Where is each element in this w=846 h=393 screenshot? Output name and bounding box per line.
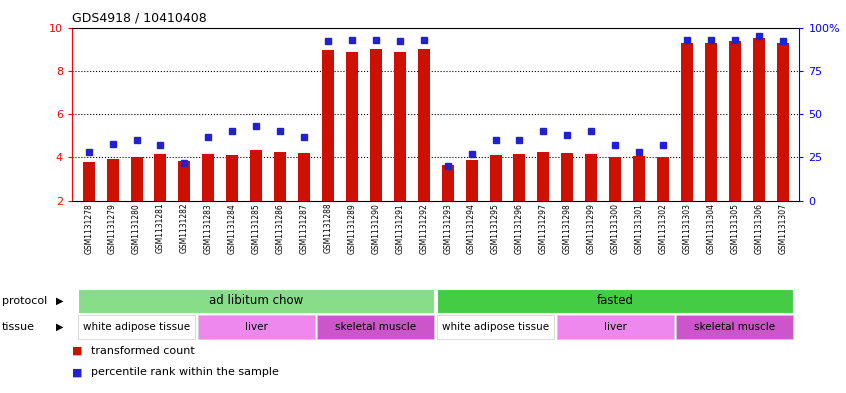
Bar [107, 159, 118, 201]
Text: ▶: ▶ [56, 296, 63, 306]
Text: skeletal muscle: skeletal muscle [335, 322, 416, 332]
Text: GSM1131302: GSM1131302 [658, 203, 667, 253]
Bar [202, 154, 214, 201]
Text: GSM1131290: GSM1131290 [371, 203, 381, 253]
Text: GSM1131293: GSM1131293 [443, 203, 452, 253]
Text: GSM1131307: GSM1131307 [778, 203, 788, 254]
Bar [437, 289, 794, 313]
Text: GSM1131283: GSM1131283 [204, 203, 213, 253]
Text: liver: liver [604, 322, 627, 332]
Text: GSM1131281: GSM1131281 [156, 203, 165, 253]
Bar [317, 315, 435, 339]
Text: skeletal muscle: skeletal muscle [695, 322, 776, 332]
Text: GSM1131297: GSM1131297 [539, 203, 548, 253]
Text: transformed count: transformed count [91, 346, 195, 356]
Text: GSM1131280: GSM1131280 [132, 203, 141, 253]
Text: tissue: tissue [2, 322, 35, 332]
Text: GSM1131287: GSM1131287 [299, 203, 309, 253]
Bar [490, 155, 502, 201]
Text: percentile rank within the sample: percentile rank within the sample [91, 367, 278, 377]
Text: GSM1131296: GSM1131296 [515, 203, 524, 253]
Bar [370, 49, 382, 201]
Bar [198, 315, 315, 339]
Text: GSM1131278: GSM1131278 [84, 203, 93, 253]
Text: GSM1131295: GSM1131295 [491, 203, 500, 253]
Text: fasted: fasted [596, 294, 634, 307]
Bar [537, 152, 549, 201]
Text: GSM1131299: GSM1131299 [587, 203, 596, 253]
Bar [753, 39, 765, 201]
Text: GSM1131300: GSM1131300 [611, 203, 619, 254]
Text: GSM1131286: GSM1131286 [276, 203, 284, 253]
Text: GSM1131294: GSM1131294 [467, 203, 476, 253]
Bar [562, 153, 574, 201]
Text: GSM1131306: GSM1131306 [755, 203, 763, 254]
Bar [418, 49, 430, 201]
Text: GSM1131304: GSM1131304 [706, 203, 716, 254]
Bar [393, 52, 406, 201]
Bar [585, 154, 597, 201]
Bar [609, 158, 621, 201]
Bar [78, 289, 435, 313]
Bar [437, 315, 554, 339]
Text: GSM1131303: GSM1131303 [683, 203, 691, 254]
Bar [729, 40, 741, 201]
Text: white adipose tissue: white adipose tissue [83, 322, 190, 332]
Bar [465, 160, 478, 201]
Bar [514, 154, 525, 201]
Text: GDS4918 / 10410408: GDS4918 / 10410408 [72, 12, 206, 25]
Bar [274, 152, 286, 201]
Bar [346, 52, 358, 201]
Bar [155, 154, 167, 201]
Text: GSM1131298: GSM1131298 [563, 203, 572, 253]
Text: ad libitum chow: ad libitum chow [209, 294, 304, 307]
Bar [557, 315, 673, 339]
Text: GSM1131301: GSM1131301 [634, 203, 644, 253]
Text: protocol: protocol [2, 296, 47, 306]
Bar [179, 161, 190, 201]
Text: GSM1131291: GSM1131291 [395, 203, 404, 253]
Text: white adipose tissue: white adipose tissue [442, 322, 549, 332]
Text: GSM1131305: GSM1131305 [730, 203, 739, 254]
Bar [78, 315, 195, 339]
Text: ■: ■ [72, 367, 82, 377]
Bar [226, 155, 239, 201]
Text: GSM1131292: GSM1131292 [420, 203, 428, 253]
Text: liver: liver [244, 322, 267, 332]
Bar [83, 162, 95, 201]
Bar [657, 158, 669, 201]
Bar [681, 43, 693, 201]
Text: GSM1131285: GSM1131285 [252, 203, 261, 253]
Text: GSM1131289: GSM1131289 [348, 203, 356, 253]
Bar [130, 158, 142, 201]
Text: GSM1131279: GSM1131279 [108, 203, 117, 253]
Bar [298, 153, 310, 201]
Text: GSM1131284: GSM1131284 [228, 203, 237, 253]
Bar [705, 43, 717, 201]
Text: GSM1131288: GSM1131288 [323, 203, 332, 253]
Bar [633, 156, 645, 201]
Bar [777, 43, 788, 201]
Text: ■: ■ [72, 346, 82, 356]
Bar [322, 50, 334, 201]
Bar [442, 165, 453, 201]
Text: GSM1131282: GSM1131282 [180, 203, 189, 253]
Text: ▶: ▶ [56, 322, 63, 332]
Bar [250, 150, 262, 201]
Bar [676, 315, 794, 339]
